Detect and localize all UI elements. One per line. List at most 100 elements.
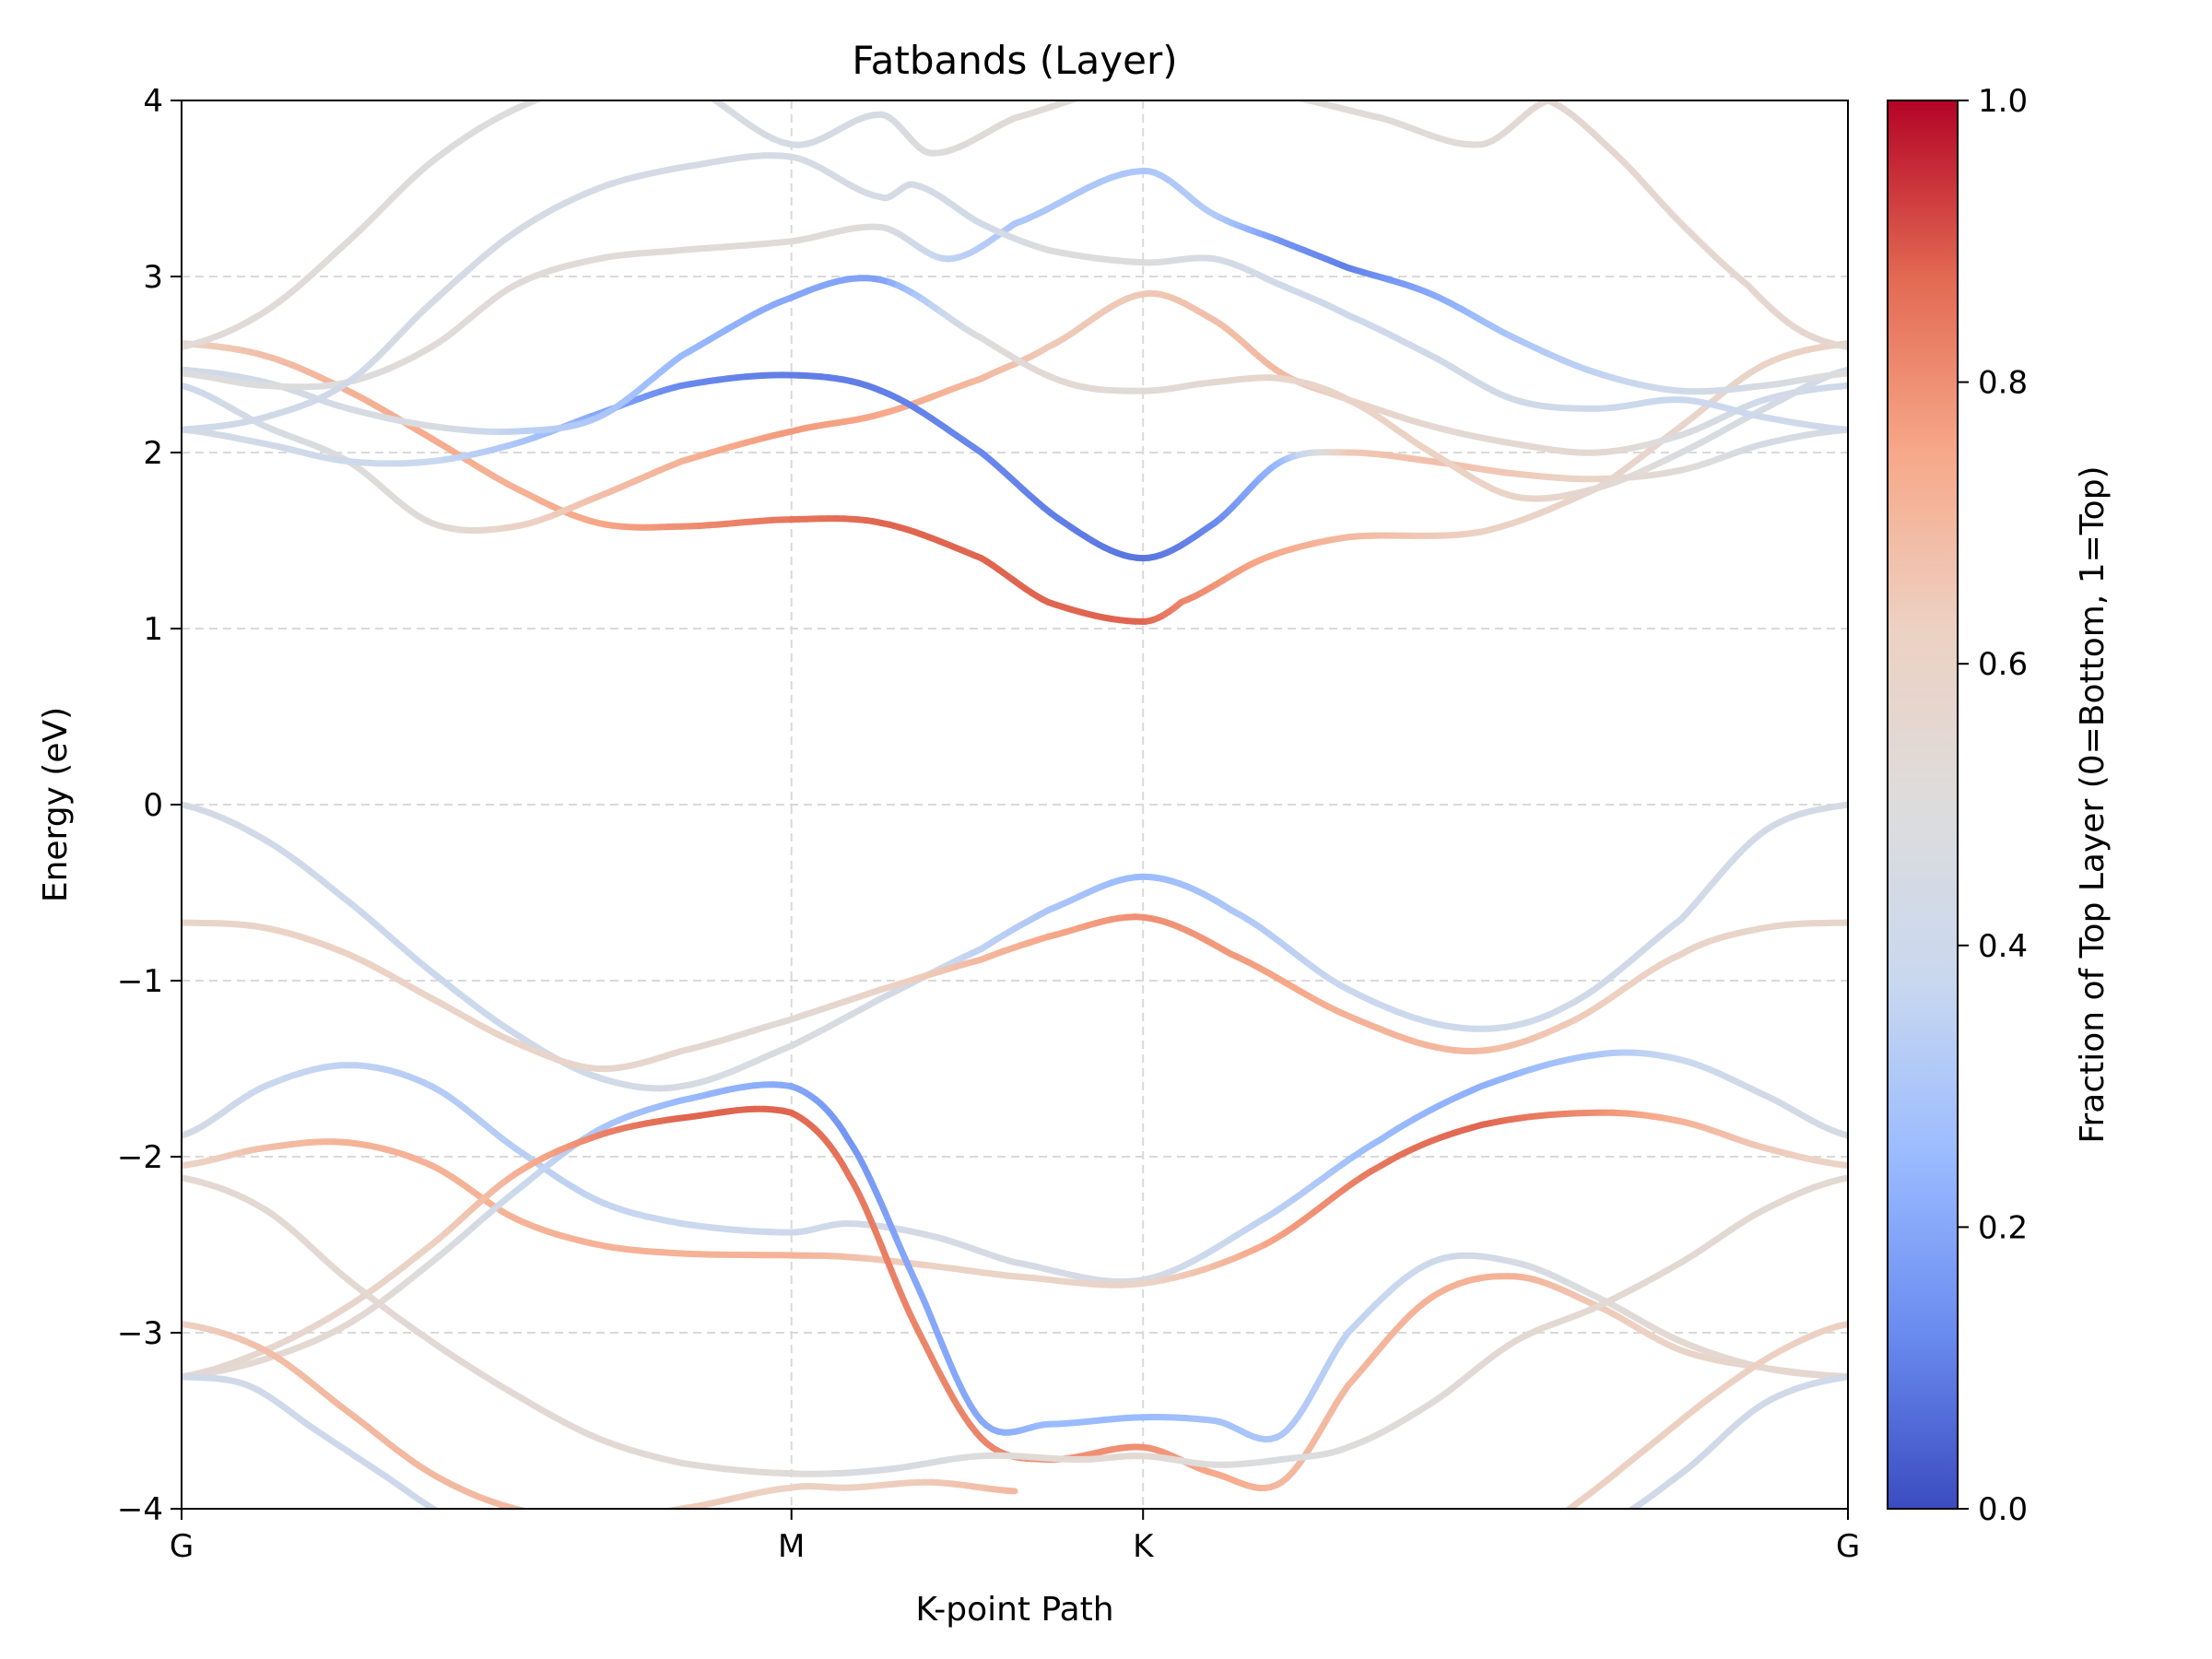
band-segment bbox=[661, 78, 668, 79]
band-segment bbox=[1559, 1512, 1565, 1517]
band-segment bbox=[1537, 1529, 1543, 1533]
band-segment bbox=[1294, 100, 1307, 103]
band-segment bbox=[481, 1534, 487, 1535]
band-segment bbox=[1122, 84, 1133, 86]
band-segment bbox=[563, 88, 571, 90]
band-segment bbox=[499, 1540, 504, 1542]
band-segment bbox=[1838, 426, 1848, 433]
band-segment bbox=[1514, 1542, 1520, 1544]
band-segment bbox=[543, 1514, 550, 1515]
band-segment bbox=[700, 90, 709, 96]
y-tick-label: 2 bbox=[143, 435, 163, 472]
band-segment bbox=[571, 87, 578, 88]
band-segment bbox=[1838, 382, 1848, 390]
band-segment bbox=[557, 90, 564, 92]
band-16 bbox=[182, 167, 1848, 395]
band-segment bbox=[510, 1543, 515, 1544]
band-segment bbox=[640, 1514, 647, 1515]
chart-title: Fatbands (Layer) bbox=[852, 38, 1177, 83]
band-7 bbox=[182, 1174, 1848, 1477]
band-segment bbox=[1598, 1524, 1606, 1526]
x-axis-label: K-point Path bbox=[915, 1591, 1113, 1629]
x-tick-label: G bbox=[1836, 1528, 1860, 1565]
colorbar-label: Fraction of Top Layer (0=Bottom, 1=Top) bbox=[2074, 465, 2112, 1143]
y-tick-label: −4 bbox=[117, 1491, 163, 1528]
band-segment bbox=[470, 1529, 476, 1532]
band-segment bbox=[667, 79, 675, 81]
band-segment bbox=[1618, 1513, 1626, 1517]
band-segment bbox=[626, 1516, 633, 1517]
band-segment bbox=[1234, 88, 1244, 89]
band-segment bbox=[442, 1514, 448, 1517]
band-segment bbox=[1265, 91, 1275, 93]
band-segment bbox=[1100, 88, 1112, 91]
colorbar-tick-label: 0.6 bbox=[1978, 646, 2028, 683]
band-lines bbox=[182, 77, 1848, 1544]
band-segment bbox=[557, 1516, 564, 1517]
band-segment bbox=[1214, 85, 1224, 86]
band-segment bbox=[633, 77, 641, 78]
band-segment bbox=[465, 1526, 470, 1529]
band-1 bbox=[182, 801, 1848, 1092]
band-8 bbox=[182, 1321, 1018, 1517]
band-segment bbox=[690, 86, 700, 90]
colorbar bbox=[1887, 100, 1959, 1510]
band-segment bbox=[1204, 84, 1214, 85]
band-segment bbox=[1520, 1539, 1525, 1542]
band-segment bbox=[1838, 801, 1848, 809]
y-tick-label: −3 bbox=[117, 1315, 163, 1352]
y-tick-label: 0 bbox=[143, 787, 163, 824]
band-segment bbox=[1612, 1517, 1619, 1521]
band-17 bbox=[182, 152, 1848, 433]
band-3 bbox=[182, 1049, 1848, 1286]
band-segment bbox=[584, 84, 592, 86]
band-segment bbox=[1275, 93, 1285, 95]
band-segment bbox=[453, 1521, 459, 1524]
band-segment bbox=[541, 100, 545, 101]
band-segment bbox=[488, 1535, 493, 1537]
band-segment bbox=[1548, 1521, 1554, 1525]
band-segment bbox=[1133, 83, 1144, 85]
y-tick-label: 4 bbox=[143, 83, 163, 120]
colorbar-tick-label: 0.2 bbox=[1978, 1209, 2028, 1246]
y-tick-label: 1 bbox=[143, 611, 163, 648]
band-6 bbox=[182, 1105, 1848, 1491]
band-segment bbox=[606, 81, 613, 82]
band-segment bbox=[1077, 100, 1081, 101]
band-segment bbox=[1838, 370, 1848, 378]
y-tick-label: 3 bbox=[143, 259, 163, 296]
band-segment bbox=[619, 78, 627, 79]
band-segment bbox=[529, 1512, 536, 1513]
band-segment bbox=[1284, 95, 1294, 97]
band-segment bbox=[633, 1515, 641, 1516]
band-segment bbox=[1554, 1517, 1559, 1522]
band-segment bbox=[435, 1508, 440, 1509]
band-segment bbox=[681, 83, 690, 87]
band-segment bbox=[1089, 91, 1100, 94]
band-segment bbox=[519, 1507, 530, 1509]
band-segment bbox=[592, 83, 599, 84]
y-tick-label: −2 bbox=[117, 1139, 163, 1176]
band-segment bbox=[675, 81, 682, 83]
band-segment bbox=[1838, 1161, 1848, 1169]
band-segment bbox=[535, 1513, 543, 1514]
band-11 bbox=[1598, 1373, 1848, 1526]
band-18 bbox=[182, 77, 1552, 350]
band-segment bbox=[1005, 1487, 1018, 1495]
band-segment bbox=[1543, 1525, 1548, 1529]
band-segment bbox=[1838, 1174, 1848, 1182]
band-9 bbox=[182, 1373, 515, 1544]
band-segment bbox=[1838, 1130, 1848, 1139]
colorbar-tick-label: 1.0 bbox=[1978, 83, 2028, 120]
y-axis-label: Energy (eV) bbox=[37, 707, 75, 902]
x-tick-label: M bbox=[778, 1528, 805, 1565]
band-segment bbox=[1838, 1373, 1848, 1382]
colorbar-tick-label: 0.8 bbox=[1978, 365, 2028, 402]
y-tick-label: −1 bbox=[117, 963, 163, 1000]
band-12 bbox=[182, 340, 1848, 625]
band-segment bbox=[665, 1506, 678, 1509]
band-segment bbox=[1526, 1536, 1532, 1539]
band-segment bbox=[647, 1513, 654, 1514]
band-segment bbox=[476, 1531, 481, 1534]
